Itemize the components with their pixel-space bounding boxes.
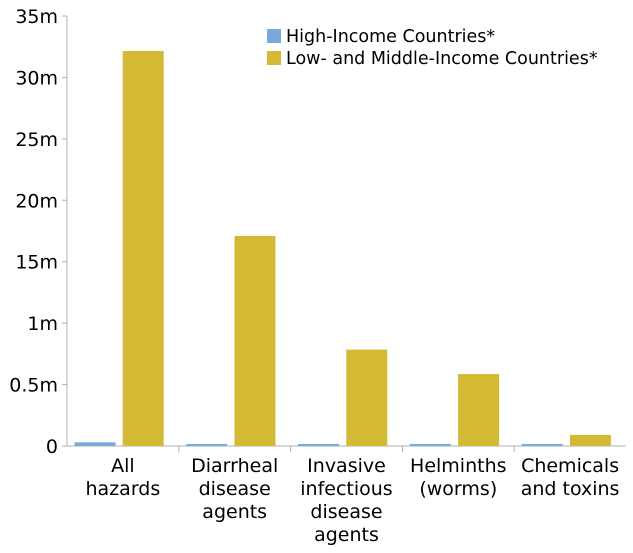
bar-high-income-1 xyxy=(186,444,228,446)
x-category-label: Diarrheal disease agents xyxy=(191,455,278,523)
x-axis-labels: All hazards Diarrheal disease agents Invasive… xyxy=(86,455,620,546)
y-tick-label: 30m xyxy=(15,67,58,89)
y-tick-label: 25m xyxy=(15,129,58,151)
x-category-label: Helminths (worms) xyxy=(410,455,506,500)
legend-swatch xyxy=(267,51,281,65)
y-tick-label: 35m xyxy=(15,6,58,28)
y-tick-label: 1m xyxy=(27,313,58,335)
chart-legend: High-Income Countries*Low- and Middle-In… xyxy=(267,27,598,69)
legend-swatch xyxy=(267,29,281,43)
bar-low-middle-income-3 xyxy=(458,374,500,446)
bar-low-middle-income-0 xyxy=(122,51,164,446)
legend-label: High-Income Countries* xyxy=(286,27,495,47)
bar-low-middle-income-2 xyxy=(346,349,388,446)
y-tick-label: 20m xyxy=(15,190,58,212)
x-category-label: Invasive infectious disease agents xyxy=(300,455,392,546)
legend-label: Low- and Middle-Income Countries* xyxy=(286,49,598,69)
bar-high-income-3 xyxy=(409,444,451,446)
y-tick-label: 0.5m xyxy=(9,375,58,397)
y-tick-label: 0 xyxy=(46,436,58,458)
y-axis-labels: 0 0.5m 1m 15m 20m 25m 30m 35m xyxy=(9,6,58,458)
y-tick-label: 15m xyxy=(15,252,58,274)
x-category-label: All hazards xyxy=(86,455,161,500)
bar-high-income-4 xyxy=(521,444,563,446)
chart-bars xyxy=(74,51,611,446)
bar-low-middle-income-1 xyxy=(234,235,276,446)
x-category-label: Chemicals and toxins xyxy=(521,455,620,500)
bar-high-income-0 xyxy=(74,442,116,446)
bar-high-income-2 xyxy=(298,444,339,446)
bar-low-middle-income-4 xyxy=(569,434,611,446)
